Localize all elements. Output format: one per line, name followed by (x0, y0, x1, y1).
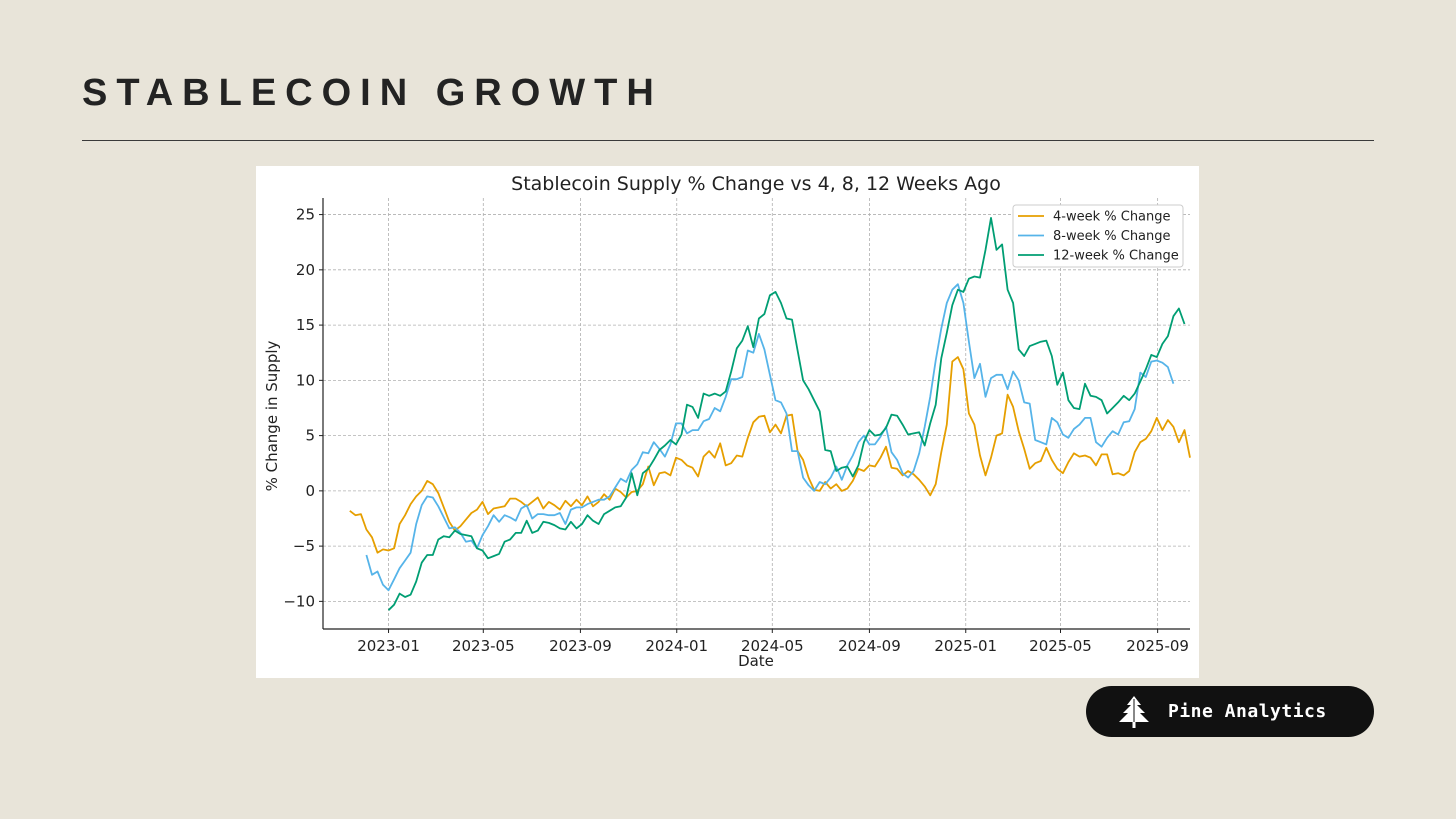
title-divider (82, 140, 1374, 141)
y-axis-label: % Change in Supply (263, 340, 281, 491)
y-tick-label: 10 (296, 371, 315, 389)
y-tick-label: −10 (283, 592, 315, 610)
x-tick-label: 2025-01 (934, 637, 997, 655)
x-tick-label: 2025-05 (1029, 637, 1092, 655)
x-tick-label: 2024-05 (741, 637, 804, 655)
x-tick-label: 2023-05 (452, 637, 515, 655)
axes (319, 198, 1190, 633)
series-line-1 (349, 356, 1191, 554)
series-line-2 (365, 283, 1175, 592)
y-tick-label: 5 (305, 427, 315, 445)
legend-label-1: 4-week % Change (1053, 210, 1171, 225)
x-tick-label: 2023-01 (357, 637, 420, 655)
page-title: STABLECOIN GROWTH (82, 72, 663, 114)
series-lines (349, 217, 1191, 611)
x-tick-label: 2025-09 (1126, 637, 1189, 655)
tick-labels: 2023-01 2023-05 2023-09 2024-01 2024-05 2024-… (283, 206, 1189, 655)
series-line-3 (387, 217, 1186, 611)
x-tick-label: 2023-09 (549, 637, 612, 655)
line-chart: Stablecoin Supply % Change vs 4, 8, 12 W… (263, 173, 1191, 670)
chart-panel: Stablecoin Supply % Change vs 4, 8, 12 W… (256, 166, 1199, 678)
legend-box (1012, 204, 1184, 268)
chart-title: Stablecoin Supply % Change vs 4, 8, 12 W… (511, 173, 1001, 195)
x-tick-label: 2024-01 (645, 637, 708, 655)
x-tick-label: 2024-09 (838, 637, 901, 655)
y-tick-label: 0 (305, 482, 315, 500)
y-tick-label: −5 (293, 537, 315, 555)
x-axis-label: Date (738, 652, 774, 670)
y-tick-label: 15 (296, 316, 315, 334)
y-tick-label: 25 (296, 206, 315, 224)
pine-tree-icon (1119, 695, 1149, 728)
legend-label-2: 8-week % Change (1053, 229, 1171, 244)
y-tick-label: 20 (296, 261, 315, 279)
brand-badge: Pine Analytics (1086, 686, 1374, 737)
legend-label-3: 12-week % Change (1053, 249, 1179, 264)
legend: 4-week % Change 8-week % Change 12-week % … (1012, 204, 1184, 268)
brand-name: Pine Analytics (1168, 701, 1327, 722)
